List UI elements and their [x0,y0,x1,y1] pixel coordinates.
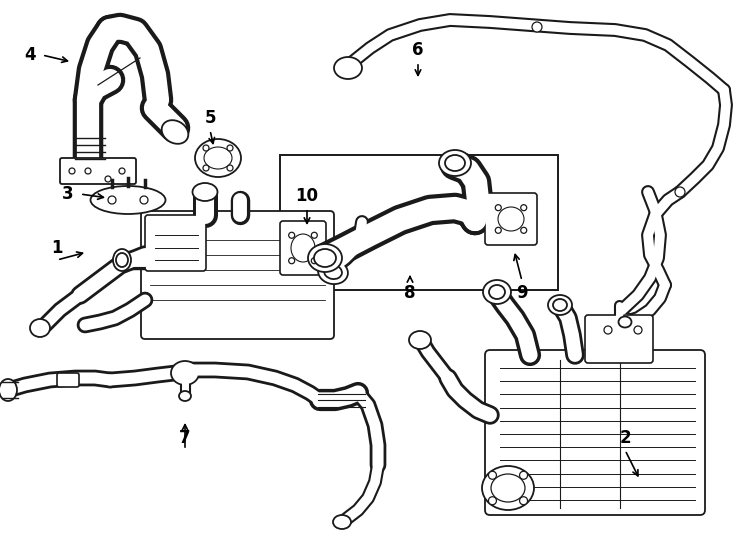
Ellipse shape [498,207,524,231]
Circle shape [488,471,496,480]
Circle shape [311,258,317,264]
Ellipse shape [548,295,572,315]
Ellipse shape [491,474,525,502]
Circle shape [604,326,612,334]
Circle shape [85,168,91,174]
Circle shape [119,168,125,174]
Text: 8: 8 [404,284,415,302]
Circle shape [227,165,233,171]
Circle shape [495,227,501,233]
FancyBboxPatch shape [60,158,136,184]
Ellipse shape [553,299,567,311]
FancyBboxPatch shape [145,215,206,271]
Circle shape [203,145,209,151]
Text: 3: 3 [62,185,74,203]
Text: 6: 6 [413,41,424,59]
Text: 4: 4 [24,46,36,64]
Ellipse shape [113,249,131,271]
Circle shape [69,168,75,174]
Text: 2: 2 [619,429,631,447]
Ellipse shape [171,361,199,385]
Circle shape [203,165,209,171]
Ellipse shape [116,253,128,267]
Circle shape [105,176,111,182]
Circle shape [488,497,496,505]
Text: 1: 1 [51,239,62,257]
Ellipse shape [333,515,351,529]
Ellipse shape [614,313,636,331]
Circle shape [108,196,116,204]
Ellipse shape [195,139,241,177]
Circle shape [520,497,528,505]
Text: 5: 5 [204,109,216,127]
Ellipse shape [30,319,50,337]
Ellipse shape [314,249,336,267]
Circle shape [495,205,501,211]
Circle shape [288,232,294,238]
FancyBboxPatch shape [280,221,326,275]
Ellipse shape [161,120,189,144]
Ellipse shape [482,466,534,510]
Ellipse shape [192,183,217,201]
Ellipse shape [318,260,348,284]
Ellipse shape [291,234,315,262]
Circle shape [520,205,527,211]
Ellipse shape [619,316,631,327]
Circle shape [520,227,527,233]
Ellipse shape [489,285,505,299]
FancyBboxPatch shape [485,350,705,515]
FancyBboxPatch shape [141,211,334,339]
Ellipse shape [483,280,511,304]
FancyBboxPatch shape [57,373,79,387]
FancyBboxPatch shape [585,315,653,363]
Circle shape [532,22,542,32]
Text: 9: 9 [516,284,528,302]
Ellipse shape [324,265,342,279]
Circle shape [675,187,685,197]
Ellipse shape [0,379,17,401]
Circle shape [227,145,233,151]
Ellipse shape [445,155,465,171]
Ellipse shape [308,244,342,272]
Text: 7: 7 [179,429,191,447]
Circle shape [520,471,528,480]
Ellipse shape [334,57,362,79]
Circle shape [140,196,148,204]
Circle shape [634,326,642,334]
Circle shape [288,258,294,264]
Circle shape [311,232,317,238]
Ellipse shape [439,150,471,176]
Bar [280,155,558,290]
FancyBboxPatch shape [485,193,537,245]
Text: 10: 10 [296,187,319,205]
Ellipse shape [179,391,191,401]
Ellipse shape [409,331,431,349]
Ellipse shape [90,186,165,214]
Ellipse shape [204,147,232,169]
